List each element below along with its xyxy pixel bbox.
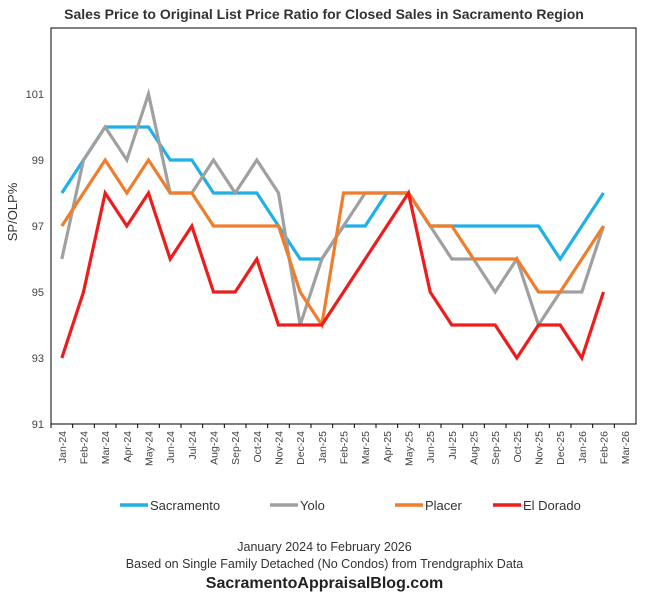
y-tick-label: 99 — [32, 155, 44, 167]
y-tick-label: 91 — [32, 419, 44, 431]
x-tick-label: Aug-25 — [469, 431, 481, 465]
footer-site-link[interactable]: SacramentoAppraisalBlog.com — [205, 575, 444, 592]
footer-source-note: Based on Single Family Detached (No Cond… — [125, 557, 524, 571]
x-tick-label: Sep-25 — [490, 431, 502, 465]
legend-label-placer: Placer — [425, 498, 463, 513]
legend-label-sacramento: Sacramento — [150, 498, 220, 513]
x-tick-label: Apr-25 — [382, 431, 394, 463]
x-tick-label: Jun-25 — [425, 431, 437, 463]
y-tick-label: 97 — [32, 221, 44, 233]
x-tick-label: Mar-26 — [620, 431, 632, 464]
x-tick-label: Dec-25 — [555, 431, 567, 465]
y-tick-label: 93 — [32, 353, 44, 365]
x-tick-label: Dec-24 — [295, 431, 307, 465]
x-tick-label: Aug-24 — [209, 431, 221, 465]
x-tick-label: May-25 — [404, 431, 416, 466]
x-tick-label: Jan-24 — [57, 431, 69, 463]
series-line-el-dorado — [60, 188, 606, 362]
x-tick-label: Jun-24 — [165, 431, 177, 463]
x-tick-label: Jul-24 — [187, 431, 199, 460]
x-tick-label: Feb-26 — [599, 431, 611, 464]
x-tick-label: Apr-24 — [122, 431, 134, 463]
x-tick-label: Sep-24 — [230, 431, 242, 465]
x-tick-label: Jan-25 — [317, 431, 329, 463]
x-tick-label: Feb-24 — [79, 431, 91, 464]
series-line-placer — [60, 157, 605, 330]
x-tick-label: Nov-25 — [534, 431, 546, 465]
series-line-sacramento — [60, 125, 605, 262]
x-tick-label: Nov-24 — [274, 431, 286, 465]
plot-area-border — [50, 27, 637, 425]
line-chart: Sales Price to Original List Price Ratio… — [5, 6, 637, 513]
legend-label-yolo: Yolo — [300, 498, 325, 513]
chart-title: Sales Price to Original List Price Ratio… — [64, 6, 584, 22]
x-tick-label: Oct-24 — [252, 431, 264, 463]
x-tick-label: Feb-25 — [339, 431, 351, 464]
x-tick-label: May-24 — [144, 431, 156, 466]
y-tick-label: 95 — [32, 287, 44, 299]
x-tick-label: Mar-24 — [100, 431, 112, 464]
x-tick-label: Jan-26 — [577, 431, 589, 463]
footer-date-range: January 2024 to February 2026 — [237, 540, 412, 554]
y-tick-label: 101 — [26, 89, 44, 101]
y-axis-label: SP/OLP% — [5, 182, 20, 241]
x-tick-label: Mar-25 — [360, 431, 372, 464]
x-tick-label: Oct-25 — [512, 431, 524, 463]
series-line-yolo — [60, 87, 606, 329]
legend-label-el-dorado: El Dorado — [523, 498, 581, 513]
x-tick-label: Jul-25 — [447, 431, 459, 460]
